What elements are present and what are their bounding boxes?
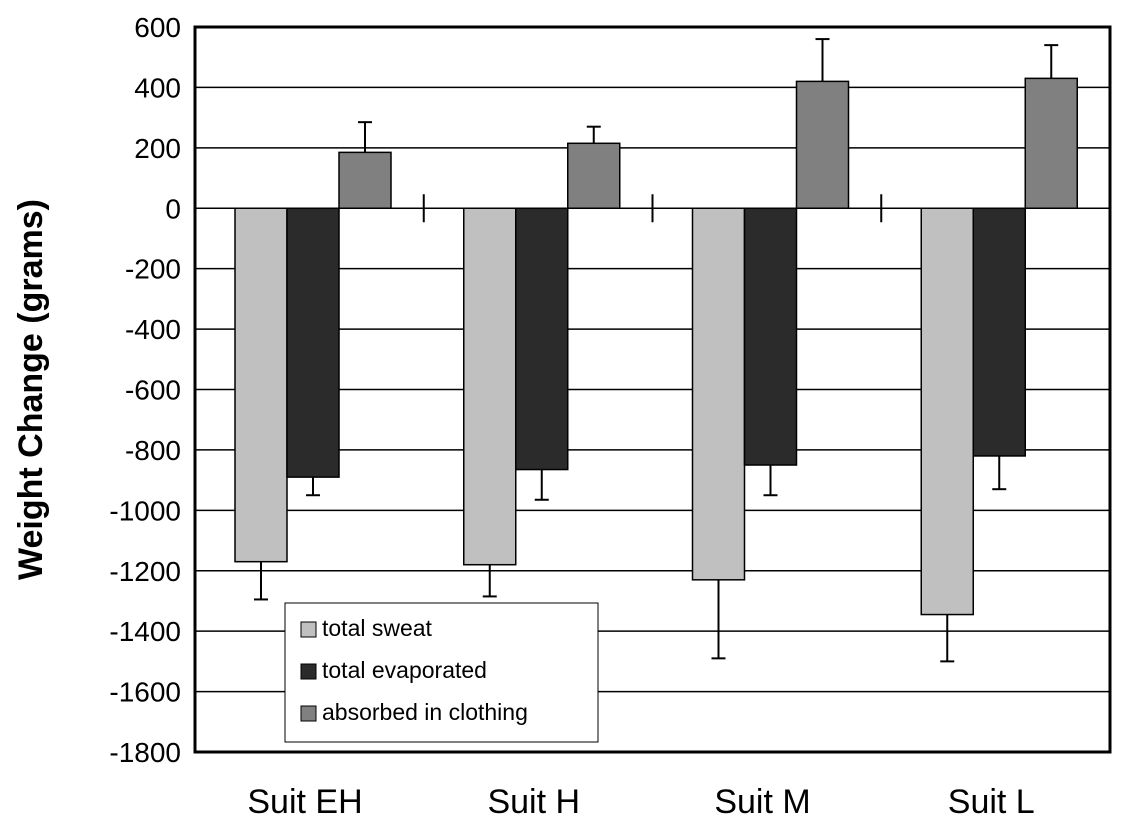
bar-total-evaporated-1 (515, 207, 569, 471)
bar-total-evaporated-2 (743, 207, 798, 466)
y-tick-label: -400 (125, 314, 181, 345)
legend-label: total evaporated (322, 657, 487, 683)
legend-swatch (300, 705, 317, 722)
error-bars (254, 38, 1059, 663)
legend: total sweat total evaporated absorbed in c… (284, 602, 599, 743)
bar-total-sweat-0 (234, 207, 288, 563)
y-tick-label: -1400 (109, 616, 181, 647)
bar-total-sweat-3 (920, 207, 974, 616)
x-category-label: Suit M (714, 783, 810, 821)
x-category-label: Suit H (487, 783, 580, 821)
x-category-labels: Suit EH Suit H Suit M Suit L (247, 783, 1034, 821)
bar-absorbed-in-clothing-1 (567, 142, 621, 209)
x-category-label: Suit L (948, 783, 1035, 821)
legend-swatch (300, 621, 317, 638)
y-tick-label: -200 (125, 254, 181, 285)
legend-box (284, 602, 599, 743)
bar-total-sweat-1 (463, 207, 517, 566)
bar-total-evaporated-3 (972, 207, 1026, 457)
bars (234, 77, 1078, 616)
y-tick-label: -1800 (109, 737, 181, 768)
bar-absorbed-in-clothing-2 (795, 80, 850, 209)
plot-border (193, 25, 1112, 754)
bar-absorbed-in-clothing-3 (1024, 77, 1078, 209)
bar-absorbed-in-clothing-0 (338, 151, 392, 209)
y-tick-labels: 600 400 200 0 -200 -400 -600 -800 -1000 -1200 -140… (109, 12, 181, 768)
y-tick-label: -800 (125, 435, 181, 466)
y-tick-label: 200 (134, 133, 181, 164)
legend-label: total sweat (322, 615, 433, 641)
y-tick-label: -1600 (109, 677, 181, 708)
y-tick-label: -600 (125, 375, 181, 406)
bar-total-sweat-2 (691, 207, 746, 581)
legend-swatch (300, 663, 317, 680)
y-tick-label: 600 (134, 12, 181, 43)
y-tick-label: 400 (134, 72, 181, 103)
y-tick-label: 0 (165, 193, 181, 224)
legend-label: absorbed in clothing (322, 699, 528, 725)
bar-total-evaporated-0 (286, 207, 340, 478)
y-tick-label: -1000 (109, 495, 181, 526)
y-tick-label: -1200 (109, 556, 181, 587)
y-axis-title: Weight Change (grams) (12, 199, 50, 580)
x-category-label: Suit EH (247, 783, 362, 821)
